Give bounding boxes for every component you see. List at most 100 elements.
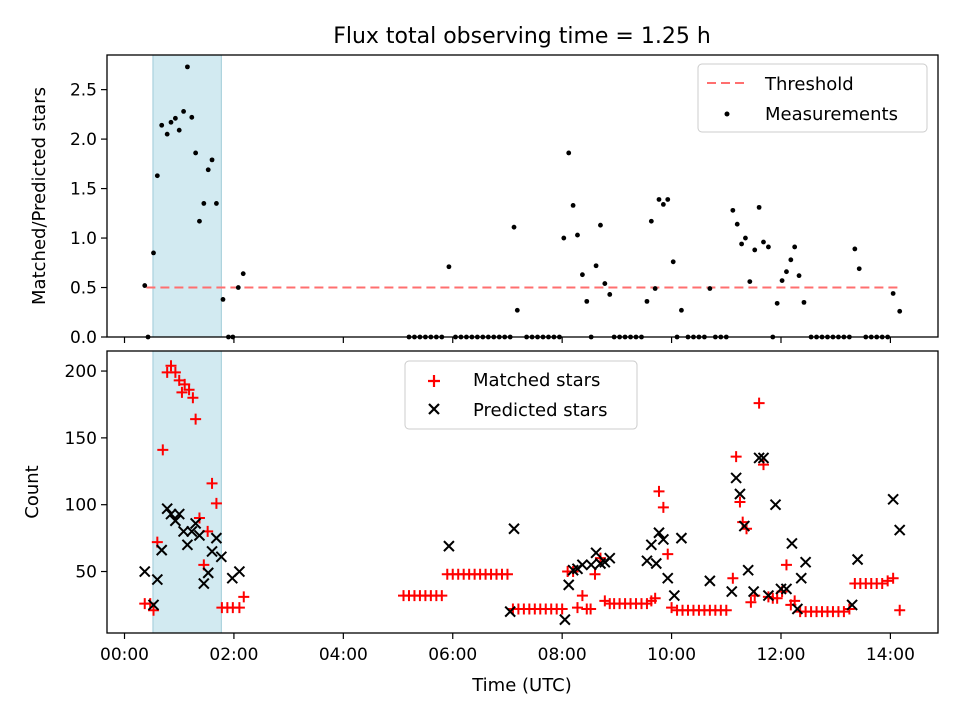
measurement-point	[584, 298, 590, 304]
top-axes-frame	[106, 54, 939, 338]
measurement-point	[159, 122, 165, 128]
measurement-point	[852, 246, 858, 252]
measurement-point	[652, 286, 658, 291]
bottom-panel: 50 100 150 200 00:00 02:00 04:00 06:00 08:00 10:…	[22, 350, 939, 696]
matched-star-point	[187, 392, 199, 404]
bottom-y-tick-label: 150	[65, 429, 97, 449]
bottom-axes-frame	[106, 350, 939, 634]
measurement-point	[788, 257, 794, 263]
predicted-star-point	[198, 577, 210, 590]
predicted-star-point	[233, 565, 246, 578]
measurement-point	[566, 150, 572, 156]
measurement-point	[897, 308, 903, 314]
matched-star-point	[571, 602, 583, 614]
matched-star-point	[233, 602, 245, 614]
predicted-star-point	[151, 573, 164, 586]
bottom-y-ticks: 50 100 150 200	[65, 362, 107, 583]
bottom-x-ticks: 00:00 02:00 04:00 06:00 08:00 10:00 12:00 14:00	[100, 633, 915, 665]
top-panel: 0.0 0.5 1.0 1.5 2.0 2.5 Matched/Predicted sta…	[29, 54, 939, 348]
measurement-point	[580, 272, 585, 278]
predicted-star-point	[508, 523, 520, 535]
matched-star-point	[165, 360, 177, 372]
chart-title: Flux total observing time = 1.25 h	[333, 24, 711, 49]
measurement-point	[774, 300, 780, 306]
measurement-point	[756, 204, 762, 210]
predicted-star-point	[147, 599, 160, 611]
measurement-point	[164, 131, 170, 137]
predicted-star-point	[668, 589, 681, 602]
measurement-point	[796, 273, 802, 279]
matched-star-point	[657, 501, 669, 513]
measurement-point	[561, 235, 567, 241]
measurement-point	[593, 263, 599, 269]
predicted-star-point	[704, 575, 716, 587]
top-highlight-span	[152, 54, 222, 338]
measurement-point	[707, 286, 713, 291]
matched-star-point	[436, 590, 448, 602]
measurement-point	[607, 292, 613, 297]
predicted-star-point	[165, 508, 177, 520]
matched-star-point	[176, 386, 188, 398]
measurement-point	[730, 207, 736, 213]
measurement-point	[644, 298, 650, 304]
predicted-star-point	[585, 559, 597, 571]
predicted-star-point	[786, 537, 798, 550]
measurement-point	[752, 247, 758, 253]
measurements-legend-swatch	[724, 111, 730, 117]
predicted-legend-label: Predicted stars	[473, 400, 607, 421]
measurement-point	[446, 264, 452, 270]
measurement-point	[201, 201, 207, 206]
measurement-point	[665, 197, 671, 202]
matched-star-point	[576, 590, 588, 602]
measurement-point	[660, 202, 666, 207]
bottom-y-tick-label: 100	[65, 496, 97, 516]
measurement-point	[670, 259, 676, 265]
matched-star-point	[190, 413, 202, 425]
matched-star-point	[589, 568, 601, 580]
matched-legend-label: Matched stars	[473, 370, 600, 391]
predicted-legend-swatch	[428, 403, 440, 415]
matched-star-point	[780, 559, 792, 571]
predicted-star-point	[887, 493, 899, 506]
predicted-star-point	[769, 498, 782, 511]
matched-star-point	[720, 604, 732, 616]
matched-star-point	[148, 604, 160, 616]
matched-star-point	[169, 366, 181, 378]
matched-star-point	[501, 568, 513, 580]
predicted-star-point	[193, 529, 206, 542]
predicted-star-point	[675, 532, 688, 544]
predicted-star-point	[443, 540, 455, 552]
predicted-star-point	[799, 556, 812, 568]
measurement-point	[890, 291, 896, 296]
measurement-point	[240, 271, 246, 277]
matched-star-point	[730, 451, 742, 463]
measurement-point	[142, 283, 148, 288]
measurement-point	[602, 281, 608, 286]
bottom-y-axis-label: Count	[22, 465, 43, 518]
measurement-point	[766, 244, 771, 250]
matched-star-point	[734, 496, 746, 508]
measurement-point	[172, 115, 178, 121]
measurement-point	[598, 222, 603, 228]
measurement-point	[856, 266, 862, 272]
measurement-point	[575, 232, 580, 238]
predicted-star-point	[742, 564, 754, 576]
matched-star-point	[157, 444, 169, 456]
top-x-ticks	[123, 337, 892, 343]
predicted-star-point	[210, 532, 223, 544]
top-y-tick-label: 1.0	[70, 229, 97, 249]
matched-star-point	[556, 603, 568, 615]
bottom-y-tick-label: 50	[75, 563, 97, 583]
predicted-star-point	[559, 613, 571, 626]
measurement-point	[784, 269, 789, 275]
matched-legend-swatch	[428, 375, 440, 387]
predicted-star-point	[173, 508, 185, 520]
predicted-star-point	[181, 539, 194, 551]
measurement-point	[734, 221, 740, 227]
predicted-star-point	[590, 547, 602, 559]
predicted-star-point	[757, 452, 770, 464]
predicted-star-point	[780, 583, 793, 595]
measurement-point	[761, 239, 766, 245]
predicted-star-point	[189, 517, 202, 530]
